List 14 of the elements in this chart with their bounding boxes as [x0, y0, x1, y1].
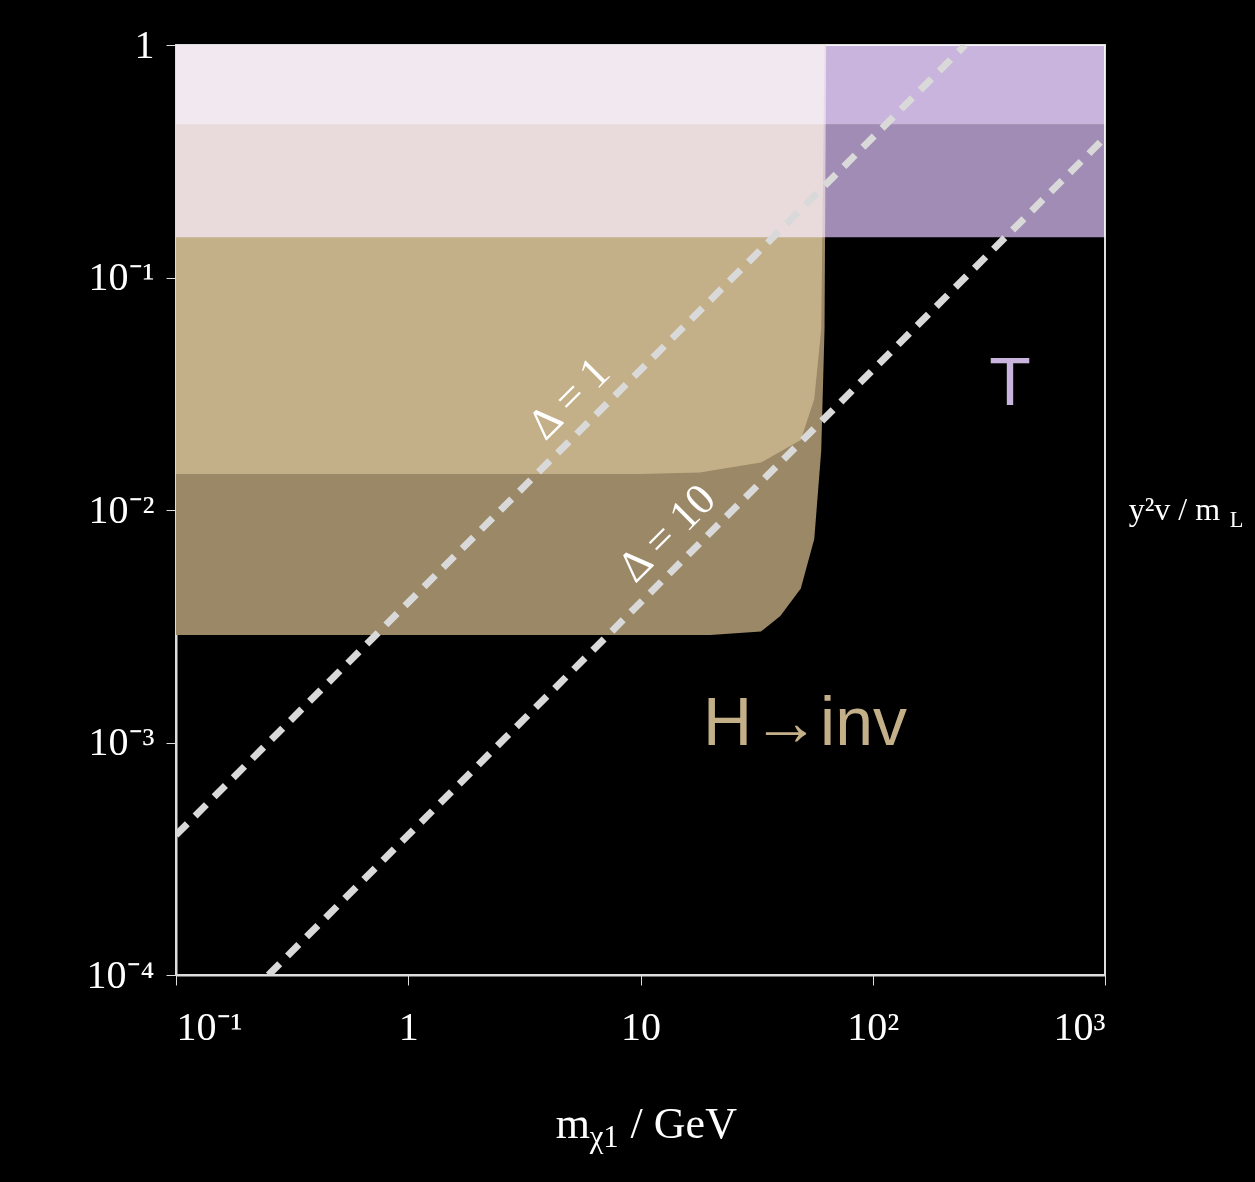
x-tick-label: 10³ [1053, 1003, 1106, 1049]
y-tick-label: 10⁻⁴ [86, 951, 155, 997]
y-tick-label: 10⁻¹ [88, 254, 155, 299]
annotation: Δ = 1 [517, 347, 620, 449]
x-tick-label: 10⁻¹ [176, 1003, 243, 1049]
y-tick-label: 10⁻² [88, 486, 155, 532]
y-tick-label: 1 [134, 21, 155, 67]
x-tick-label: 10 [621, 1003, 661, 1049]
annotation: Δ = 10 [607, 474, 725, 592]
annotation: T [989, 343, 1031, 419]
x-tick-label: 1 [398, 1003, 419, 1049]
annotation: H→inv [702, 683, 908, 759]
x-tick-label: 10² [847, 1003, 900, 1049]
y-tick-label: 10⁻³ [88, 719, 155, 764]
